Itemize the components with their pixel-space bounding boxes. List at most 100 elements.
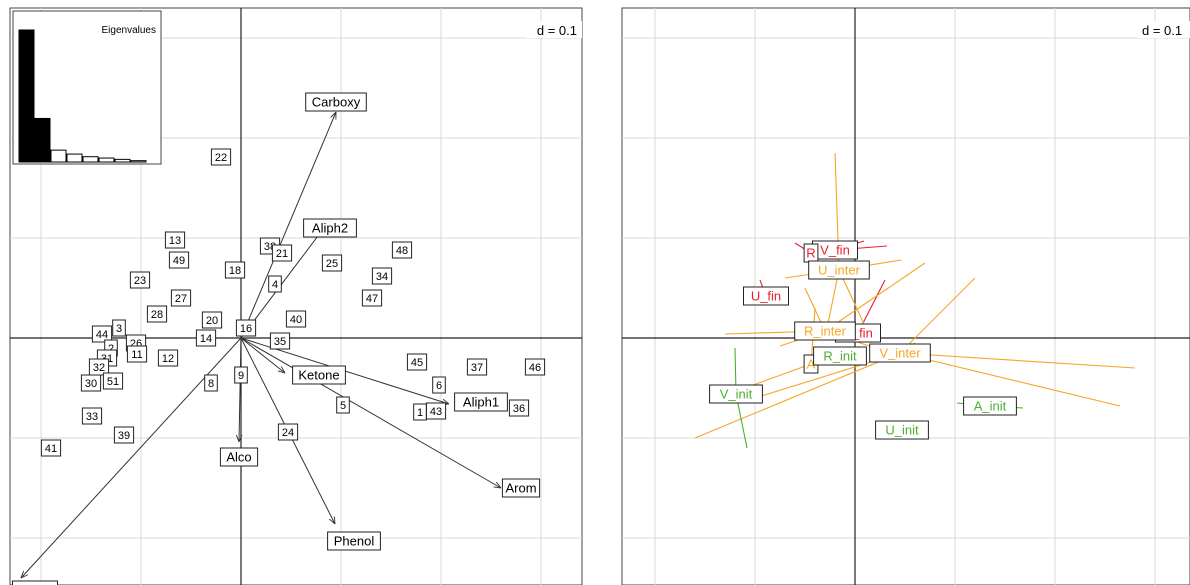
- sample-point-text: 11: [131, 349, 142, 361]
- sample-point-text: 28: [151, 309, 163, 321]
- sample-point-text: 6: [436, 380, 442, 392]
- sample-point-box: [40, 439, 62, 457]
- sample-point: 18: [224, 261, 246, 279]
- sample-point: 21: [271, 244, 293, 262]
- sample-point: 35: [269, 332, 291, 350]
- group-label-v-fin: V_fin: [812, 240, 858, 260]
- sample-point: 27: [170, 289, 192, 307]
- eigenvalue-bar: [50, 149, 67, 163]
- eigenvalues-inset: Eigenvalues: [12, 10, 162, 165]
- sample-point-box: [361, 289, 383, 307]
- sample-point: 36: [508, 399, 530, 417]
- variable-label-aliph2-text: Aliph2: [312, 221, 348, 236]
- sample-point-text: 32: [93, 362, 105, 374]
- sample-point-text: 39: [118, 430, 130, 442]
- variable-label-arom-text: Arom: [505, 481, 536, 496]
- sample-point: 5: [336, 396, 350, 414]
- eigenvalue-bar: [82, 156, 99, 163]
- sample-point: 47: [361, 289, 383, 307]
- group-label-a-init: A_init: [963, 396, 1017, 416]
- sample-point: 25: [321, 254, 343, 272]
- variable-label-phenol-box: [327, 531, 381, 551]
- sample-point-text: 41: [45, 443, 57, 455]
- sample-point-text: 23: [134, 275, 146, 287]
- group-label-v-inter-box: [869, 343, 931, 363]
- sample-point-box: [371, 267, 393, 285]
- sample-point: 6: [432, 376, 446, 394]
- sample-point-box: [129, 271, 151, 289]
- variable-labels: Carboxy Aliph2 Ketone Aliph1 Arom Alco Phenol A…: [12, 92, 541, 585]
- variable-label-carboxy: Carboxy: [305, 92, 367, 112]
- variable-label-alco-text: Alco: [226, 450, 251, 465]
- sample-point: 34: [371, 267, 393, 285]
- sample-point-text: 25: [326, 258, 338, 270]
- sample-point-text: 43: [430, 406, 442, 418]
- group-arm: [694, 352, 901, 439]
- sample-point: 14: [195, 329, 217, 347]
- sample-point: 28: [146, 305, 168, 323]
- variable-label-amide: Amide: [12, 580, 58, 585]
- sample-point-box: [157, 349, 179, 367]
- groups-panel: d = 0.1 V_finRU_finA_finU_interR_interV_…: [621, 7, 1190, 585]
- eigenvalue-bar: [66, 153, 83, 163]
- group-label-u-init: U_init: [875, 420, 929, 440]
- group-label-r-inter-text: R_inter: [804, 324, 847, 339]
- sample-point-text: 20: [206, 315, 218, 327]
- sample-point-box: [146, 305, 168, 323]
- variable-label-alco-box: [219, 447, 259, 467]
- group-label-u-init-text: U_init: [885, 423, 919, 438]
- sample-point-text: 16: [240, 323, 252, 335]
- sample-point: 4: [268, 275, 282, 293]
- group-label-u-inter-box: [808, 260, 870, 280]
- variable-label-ketone-text: Ketone: [298, 368, 339, 383]
- variable-label-amide-box: [12, 580, 58, 585]
- sample-point-box: [235, 319, 257, 337]
- sample-point-box: [126, 345, 148, 363]
- sample-point: 20: [201, 311, 223, 329]
- groups-frame: [621, 7, 1190, 585]
- group-label-u-fin-box: [743, 286, 789, 306]
- sample-point: 16: [235, 319, 257, 337]
- group-label-r-init-box: [813, 346, 867, 366]
- group-label-u-fin: U_fin: [743, 286, 789, 306]
- sample-point: 48: [391, 241, 413, 259]
- eigenvalue-bar: [34, 117, 51, 163]
- sample-point-text: 45: [411, 357, 423, 369]
- variable-label-aliph1: Aliph1: [454, 392, 508, 412]
- eigenvalue-bar: [114, 158, 131, 163]
- sample-point-box: [201, 311, 223, 329]
- sample-point: 37: [466, 358, 488, 376]
- group-label-r-inter-box: [794, 321, 856, 341]
- sample-point-text: 2: [108, 343, 114, 355]
- sample-point-box: [285, 310, 307, 328]
- sample-point: 22: [210, 148, 232, 166]
- sample-point-box: [91, 325, 113, 343]
- groups-scale-label: d = 0.1: [1142, 23, 1182, 38]
- variable-label-phenol-text: Phenol: [334, 534, 375, 549]
- group-label-a-init-box: [963, 396, 1017, 416]
- sample-point: 43: [425, 402, 447, 420]
- sample-point-text: 12: [162, 353, 174, 365]
- sample-point-text: 37: [471, 362, 483, 374]
- variable-label-phenol: Phenol: [327, 531, 381, 551]
- sample-point-text: 44: [96, 329, 108, 341]
- sample-point-box: [168, 251, 190, 269]
- sample-point-box: [102, 372, 124, 390]
- sample-point-text: 51: [107, 376, 119, 388]
- eigenvalues-title: Eigenvalues: [102, 25, 156, 36]
- sample-point-box: [210, 148, 232, 166]
- group-label-u-init-box: [875, 420, 929, 440]
- variable-label-ketone-box: [292, 365, 346, 385]
- sample-point-text: 49: [173, 255, 185, 267]
- group-label-v-fin-text: V_fin: [820, 243, 850, 258]
- sample-point-box: [164, 231, 186, 249]
- sample-point: 11: [126, 345, 148, 363]
- sample-point-box: [268, 275, 282, 293]
- sample-point-text: 8: [208, 378, 214, 390]
- group-arm: [744, 363, 812, 389]
- sample-point-text: 40: [290, 314, 302, 326]
- sample-point: 40: [285, 310, 307, 328]
- sample-point: 49: [168, 251, 190, 269]
